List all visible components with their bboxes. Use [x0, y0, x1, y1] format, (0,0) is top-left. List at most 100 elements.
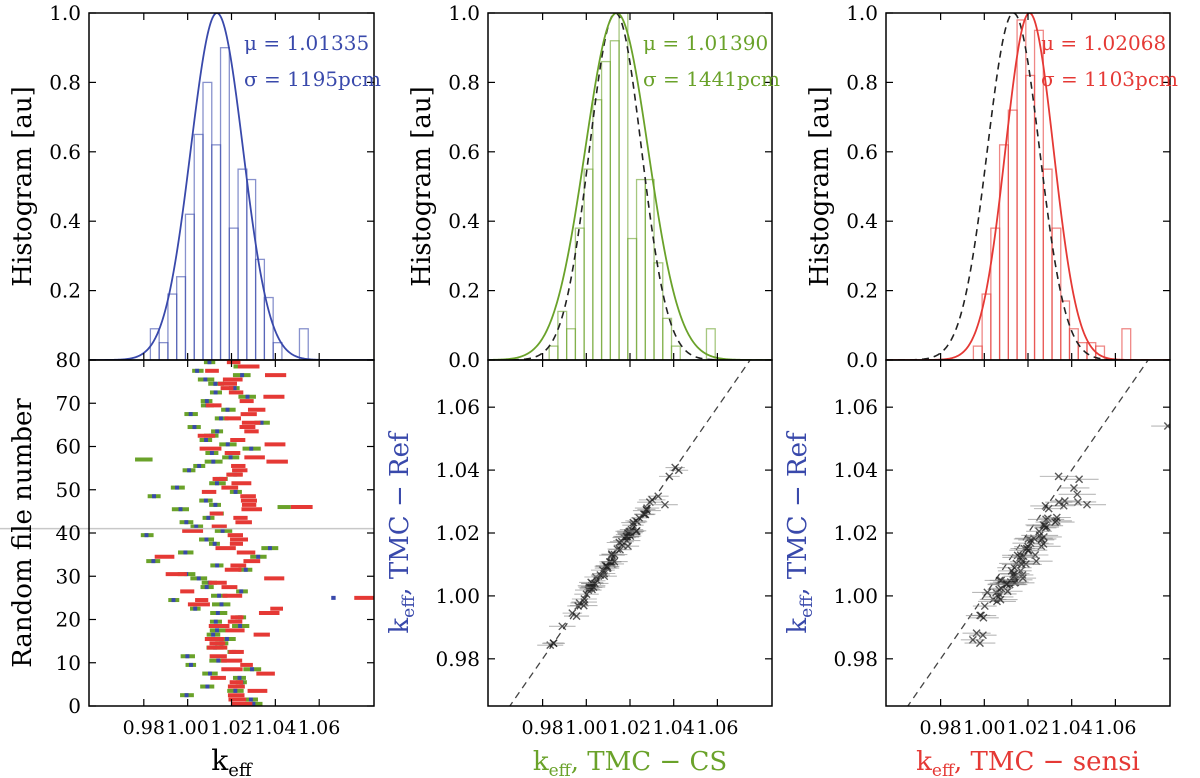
bottom-middle-xtick-label: 1.06 — [696, 717, 738, 739]
bottom-middle-xtick-label: 0.98 — [521, 717, 563, 739]
top-left-ylabel: Histogram [au] — [8, 86, 38, 286]
keff-symbol: k — [211, 744, 229, 777]
bottom-left-ylabel: Random file number — [8, 398, 38, 668]
keff-symbol: k — [916, 747, 932, 777]
bottom-left-plot-area — [135, 360, 374, 706]
top-left-gaussian-fit — [89, 13, 374, 360]
top-middle-hist-bar — [627, 237, 638, 360]
top-middle-gaussian-fit — [488, 13, 772, 360]
bottom-middle-data-point — [580, 595, 589, 603]
top-right-hist-bar — [1025, 74, 1036, 360]
top-right-ylabel: Histogram [au] — [805, 86, 835, 286]
bottom-right-identity-line — [907, 360, 1149, 706]
top-middle-ytick-label: 0.0 — [448, 348, 480, 372]
bottom-middle-data-point — [598, 566, 607, 575]
top-left-hist-bar — [263, 296, 274, 360]
bottom-right-data-point — [968, 635, 977, 644]
top-right-ytick-label: 0.2 — [846, 279, 878, 303]
bottom-right-ytick-label: 1.00 — [833, 584, 878, 608]
top-middle-hist-bar — [583, 168, 594, 360]
bottom-middle-data-point — [622, 532, 631, 541]
bottom-middle-data-point — [572, 612, 581, 621]
bottom-right-data-point — [1017, 560, 1026, 569]
bottom-right-data-point — [1075, 475, 1084, 484]
top-middle-ylabel: Histogram [au] — [407, 86, 437, 286]
top-left-hist-bar — [272, 341, 283, 360]
bottom-middle-data-point — [623, 542, 632, 551]
bottom-right-data-point — [1035, 531, 1044, 540]
bottom-right-data-point — [1069, 483, 1078, 492]
bottom-right-data-point — [1054, 472, 1063, 481]
bottom-middle-data-point — [665, 472, 674, 481]
top-left-mu-annotation: μ = 1.01335 — [244, 31, 369, 55]
top-middle-hist-bar — [557, 310, 568, 360]
bottom-right-xlabel: keff, TMC − sensi — [916, 747, 1140, 778]
ylabel-suffix: , TMC − Ref — [385, 430, 415, 596]
top-left-hist-bar — [176, 276, 187, 360]
bottom-middle-ytick-label: 1.04 — [435, 458, 480, 482]
top-middle-frame — [487, 12, 773, 361]
bottom-right-xtick-label: 1.00 — [963, 717, 1005, 739]
top-left-hist-bar — [219, 47, 230, 360]
top-right-hist-bar — [1068, 328, 1079, 360]
top-right-frame — [885, 12, 1171, 361]
top-left-hist-bar — [237, 168, 248, 360]
top-middle-ytick-label: 0.6 — [448, 140, 480, 164]
top-middle-hist-bar — [653, 262, 664, 360]
bottom-left-ytick-label: 10 — [56, 651, 81, 675]
top-right-hist-bar — [1121, 328, 1132, 360]
top-right-hist-bar — [1007, 109, 1018, 360]
top-left-ytick-label: 0.6 — [49, 140, 81, 164]
bottom-right-data-point — [1016, 553, 1025, 562]
keff-symbol: k — [533, 747, 549, 777]
top-right-ytick-label: 0.0 — [846, 348, 878, 372]
keff-subscript: eff — [932, 761, 956, 778]
bottom-right-data-point — [1026, 539, 1035, 548]
bottom-right-data-point — [1044, 504, 1053, 513]
top-right-plot-area — [886, 13, 1170, 360]
bottom-right-xtick-label: 1.06 — [1094, 717, 1136, 739]
bottom-left-ytick-label: 80 — [56, 348, 81, 372]
keff-subscript: eff — [228, 760, 253, 778]
top-middle-hist-bar — [548, 345, 559, 360]
bottom-left-frame — [88, 359, 375, 707]
top-middle-hist-bar — [635, 178, 646, 360]
top-middle-hist-bar — [618, 13, 629, 360]
ylabel-suffix: , TMC − Ref — [783, 430, 813, 596]
bottom-right-data-point — [996, 595, 1005, 604]
top-middle-reference-gaussian — [488, 13, 772, 360]
top-left-hist-bar — [158, 341, 169, 360]
top-right-mu-annotation: μ = 1.02068 — [1041, 31, 1166, 55]
bottom-middle-data-point — [671, 463, 680, 472]
bottom-right-ytick-label: 1.06 — [833, 395, 878, 419]
bottom-middle-data-point — [639, 510, 648, 519]
bottom-middle-ytick-label: 1.00 — [435, 584, 480, 608]
top-right-sigma-annotation: σ = 1103pcm — [1041, 67, 1178, 91]
bottom-middle-data-point — [615, 538, 624, 547]
bottom-middle-data-point — [558, 622, 567, 631]
bottom-right-xtick-label: 1.02 — [1007, 717, 1049, 739]
bottom-right-data-point — [1022, 544, 1031, 553]
bottom-middle-identity-line — [509, 360, 751, 706]
bottom-middle-ytick-label: 0.98 — [435, 647, 480, 671]
bottom-left-ytick-label: 70 — [56, 391, 81, 415]
top-right-ytick-label: 0.4 — [846, 209, 878, 233]
bottom-middle-data-point — [642, 505, 651, 514]
bottom-left-xlabel: keff — [211, 744, 253, 778]
top-left-hist-bar — [211, 144, 222, 360]
bottom-middle-data-point — [596, 571, 605, 580]
bottom-left-ytick-label: 0 — [68, 694, 81, 718]
top-left-ytick-label: 0.2 — [49, 279, 81, 303]
bottom-right-ytick-label: 1.02 — [833, 521, 878, 545]
keff-symbol: k — [783, 618, 813, 634]
xlabel-suffix: , TMC − sensi — [954, 747, 1140, 777]
keff-symbol: k — [385, 618, 415, 634]
bottom-middle-data-point — [610, 557, 619, 566]
bottom-middle-ylabel: keff, TMC − Ref — [385, 430, 419, 634]
top-middle-plot-area — [488, 13, 772, 360]
bottom-middle-data-point — [579, 601, 588, 610]
bottom-right-data-point — [1007, 566, 1016, 575]
top-middle-sigma-annotation: σ = 1441pcm — [643, 67, 780, 91]
bottom-right-frame — [885, 359, 1171, 707]
top-left-hist-bar — [167, 293, 178, 360]
